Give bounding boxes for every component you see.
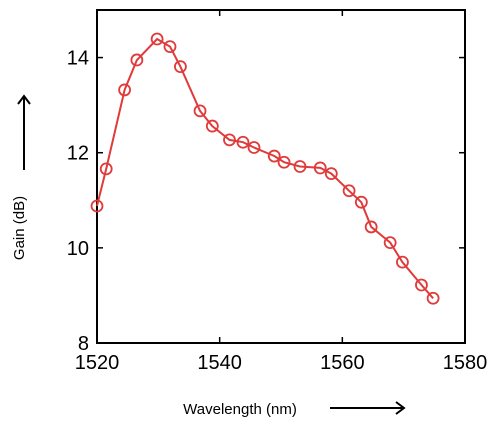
data-point bbox=[267, 149, 281, 163]
y-axis-arrow-head bbox=[17, 94, 31, 105]
series-layer bbox=[90, 32, 440, 305]
data-point bbox=[293, 160, 307, 173]
y-tick-label: 14 bbox=[67, 48, 89, 70]
data-point bbox=[236, 135, 250, 149]
data-point bbox=[90, 199, 104, 213]
x-axis-arrow-head bbox=[395, 401, 406, 415]
data-point bbox=[396, 255, 409, 269]
x-tick-label: 1520 bbox=[75, 352, 120, 374]
y-tick-label: 10 bbox=[67, 238, 89, 260]
data-point bbox=[205, 119, 219, 133]
data-point bbox=[342, 184, 356, 198]
ticks-layer: 1520 1540 1560 1580 8 10 12 14 bbox=[67, 10, 488, 374]
data-point bbox=[247, 141, 261, 154]
data-point bbox=[99, 162, 113, 176]
x-tick-label: 1540 bbox=[197, 352, 242, 374]
data-point bbox=[415, 278, 428, 292]
data-point bbox=[277, 155, 291, 169]
data-point bbox=[223, 133, 236, 147]
x-tick-label: 1580 bbox=[443, 352, 488, 374]
data-point bbox=[118, 83, 131, 97]
data-point bbox=[364, 220, 378, 234]
data-point bbox=[174, 60, 187, 74]
data-point bbox=[150, 32, 164, 46]
data-point bbox=[130, 53, 144, 67]
data-point bbox=[324, 167, 338, 181]
plot-frame bbox=[96, 9, 466, 344]
x-tick-label: 1560 bbox=[320, 352, 365, 374]
data-point bbox=[354, 195, 368, 209]
data-point bbox=[163, 40, 177, 54]
x-axis-title: Wavelength (nm) bbox=[183, 401, 297, 418]
y-tick-label: 12 bbox=[67, 143, 89, 165]
data-point bbox=[193, 104, 207, 118]
y-tick-label: 8 bbox=[78, 333, 89, 355]
data-point bbox=[313, 161, 327, 175]
data-point bbox=[383, 236, 397, 250]
data-point bbox=[426, 291, 440, 305]
y-axis-title: Gain (dB) bbox=[11, 196, 28, 260]
